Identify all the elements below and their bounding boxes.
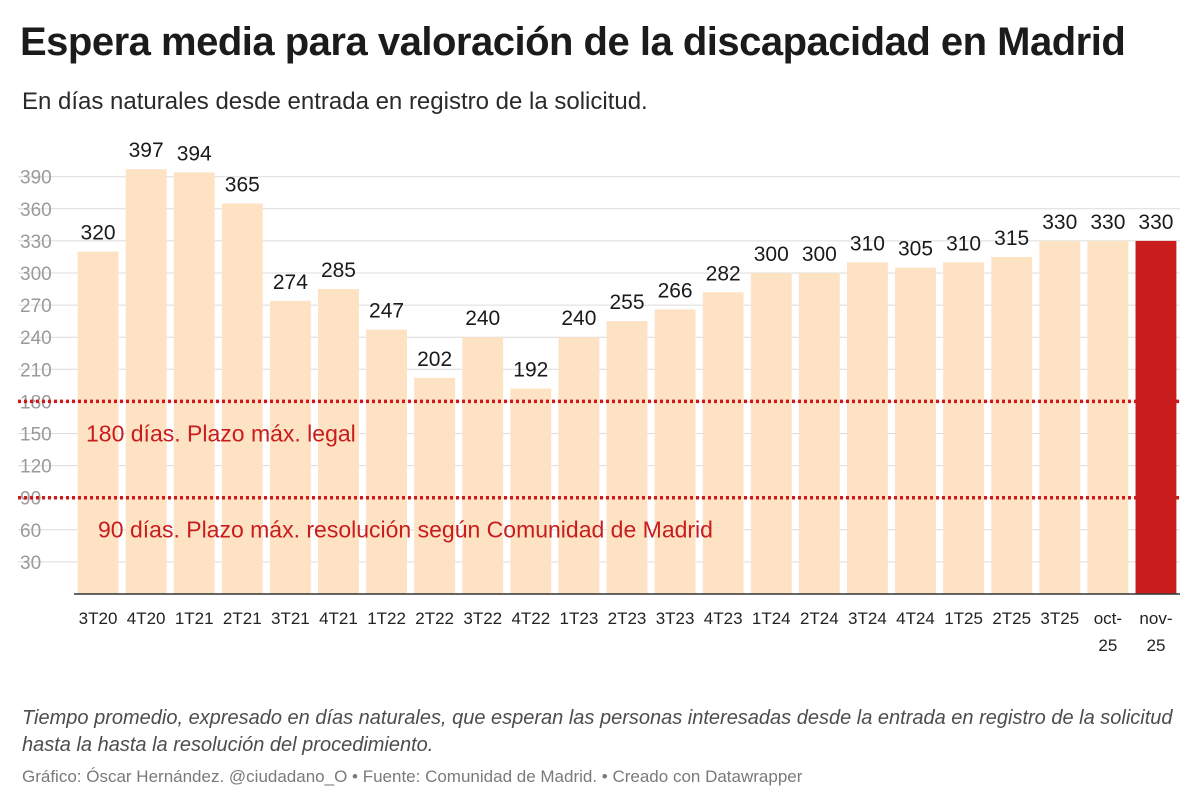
data-label-3T24: 310 <box>850 232 885 255</box>
x-tick-label-1T23: 1T23 <box>560 609 599 628</box>
bar-3T22 <box>462 337 504 594</box>
data-label-4T24: 305 <box>898 238 933 261</box>
bar-4T24 <box>895 267 936 594</box>
bar-1T25 <box>943 262 985 594</box>
bar-1T24 <box>750 273 792 594</box>
data-label-3T21: 274 <box>273 271 308 294</box>
data-label-4T23: 282 <box>706 262 741 285</box>
data-label-oct-25: 330 <box>1090 211 1125 234</box>
bar-nov-25 <box>1135 240 1177 594</box>
reference-label-90: 90 días. Plazo máx. resolución según Com… <box>98 517 713 543</box>
data-label-4T22: 192 <box>513 359 548 382</box>
x-tick-label-2T24: 2T24 <box>800 609 839 628</box>
data-label-4T20: 397 <box>129 139 164 162</box>
y-tick-label: 390 <box>20 168 52 189</box>
y-tick-label: 360 <box>20 200 52 221</box>
x-tick-label-4T23: 4T23 <box>704 609 743 628</box>
y-tick-label: 330 <box>20 232 52 253</box>
bars <box>77 169 1177 595</box>
x-tick-label-nov-25: nov-25 <box>1139 609 1172 655</box>
x-axis: 3T20 4T20 1T21 2T21 3T21 4T21 1T22 2T22 3T22 4T22… <box>74 593 1180 655</box>
y-tick-label: 60 <box>20 521 41 542</box>
data-labels: 320 397 394 365 274 285 247 202 240 192 240 255 266 2… <box>81 139 1174 381</box>
data-label-2T25: 315 <box>994 227 1029 250</box>
bar-1T21 <box>173 172 215 595</box>
x-tick-label-2T22: 2T22 <box>415 609 454 628</box>
x-tick-label-3T21: 3T21 <box>271 609 310 628</box>
data-label-3T22: 240 <box>465 307 500 330</box>
x-tick-label-4T22: 4T22 <box>511 609 550 628</box>
x-tick-label-2T23: 2T23 <box>608 609 647 628</box>
chart-title: Espera media para valoración de la disca… <box>20 20 1126 64</box>
data-label-2T22: 202 <box>417 348 452 371</box>
bar-chart: 306090120150180210240270300330360390 320… <box>18 139 1180 655</box>
bar-2T22 <box>414 377 456 594</box>
y-tick-label: 300 <box>20 264 52 285</box>
bar-2T21 <box>221 203 263 594</box>
data-label-2T24: 300 <box>802 243 837 266</box>
data-label-1T21: 394 <box>177 142 212 165</box>
bar-3T20 <box>77 251 119 594</box>
x-tick-label-3T22: 3T22 <box>463 609 502 628</box>
bar-1T22 <box>366 329 408 594</box>
x-tick-label-4T24: 4T24 <box>896 609 935 628</box>
data-label-2T23: 255 <box>609 291 644 314</box>
data-label-2T21: 365 <box>225 173 260 196</box>
data-label-1T22: 247 <box>369 300 404 323</box>
chart-byline: Gráfico: Óscar Hernández. @ciudadano_O •… <box>22 767 803 786</box>
bar-2T23 <box>606 321 648 594</box>
data-label-1T24: 300 <box>754 243 789 266</box>
bar-4T20 <box>125 169 167 594</box>
x-tick-label-3T24: 3T24 <box>848 609 887 628</box>
x-tick-label-2T21: 2T21 <box>223 609 262 628</box>
chart-subtitle: En días naturales desde entrada en regis… <box>22 88 648 115</box>
x-tick-label-3T20: 3T20 <box>79 609 118 628</box>
reference-lines: 180 días. Plazo máx. legal 90 días. Plazo… <box>18 399 1180 543</box>
bar-3T23 <box>654 309 696 594</box>
bar-4T21 <box>318 289 359 594</box>
bar-4T22 <box>510 388 552 594</box>
data-label-3T25: 330 <box>1042 211 1077 234</box>
y-tick-label: 270 <box>20 296 52 317</box>
bar-4T23 <box>702 292 744 594</box>
y-tick-label: 240 <box>20 328 52 349</box>
y-tick-label: 180 <box>20 392 52 413</box>
x-tick-label-1T22: 1T22 <box>367 609 406 628</box>
x-tick-label-3T25: 3T25 <box>1040 609 1079 628</box>
data-label-1T25: 310 <box>946 232 981 255</box>
bar-3T25 <box>1039 240 1081 594</box>
data-label-1T23: 240 <box>561 307 596 330</box>
y-tick-label: 120 <box>20 457 52 478</box>
y-tick-label: 150 <box>20 425 52 446</box>
y-tick-label: 210 <box>20 360 52 381</box>
data-label-nov-25: 330 <box>1138 211 1173 234</box>
y-axis: 306090120150180210240270300330360390 <box>20 168 52 574</box>
chart-notes: Tiempo promedio, expresado en días natur… <box>22 707 1173 756</box>
x-tick-label-4T21: 4T21 <box>319 609 358 628</box>
x-tick-label-1T24: 1T24 <box>752 609 791 628</box>
x-tick-label-2T25: 2T25 <box>992 609 1031 628</box>
data-label-3T23: 266 <box>658 279 693 302</box>
x-tick-label-1T25: 1T25 <box>944 609 983 628</box>
reference-label-180: 180 días. Plazo máx. legal <box>86 420 356 446</box>
bar-1T23 <box>558 337 600 594</box>
bar-3T21 <box>269 300 311 594</box>
data-label-4T21: 285 <box>321 259 356 282</box>
bar-3T24 <box>846 262 888 594</box>
y-tick-label: 30 <box>20 553 41 574</box>
x-tick-label-1T21: 1T21 <box>175 609 214 628</box>
x-tick-label-3T23: 3T23 <box>656 609 695 628</box>
bar-oct-25 <box>1087 240 1129 594</box>
bar-2T25 <box>991 256 1033 594</box>
data-label-3T20: 320 <box>81 222 116 245</box>
x-tick-label-oct-25: oct-25 <box>1094 609 1122 655</box>
x-tick-label-4T20: 4T20 <box>127 609 166 628</box>
bar-2T24 <box>798 273 840 594</box>
